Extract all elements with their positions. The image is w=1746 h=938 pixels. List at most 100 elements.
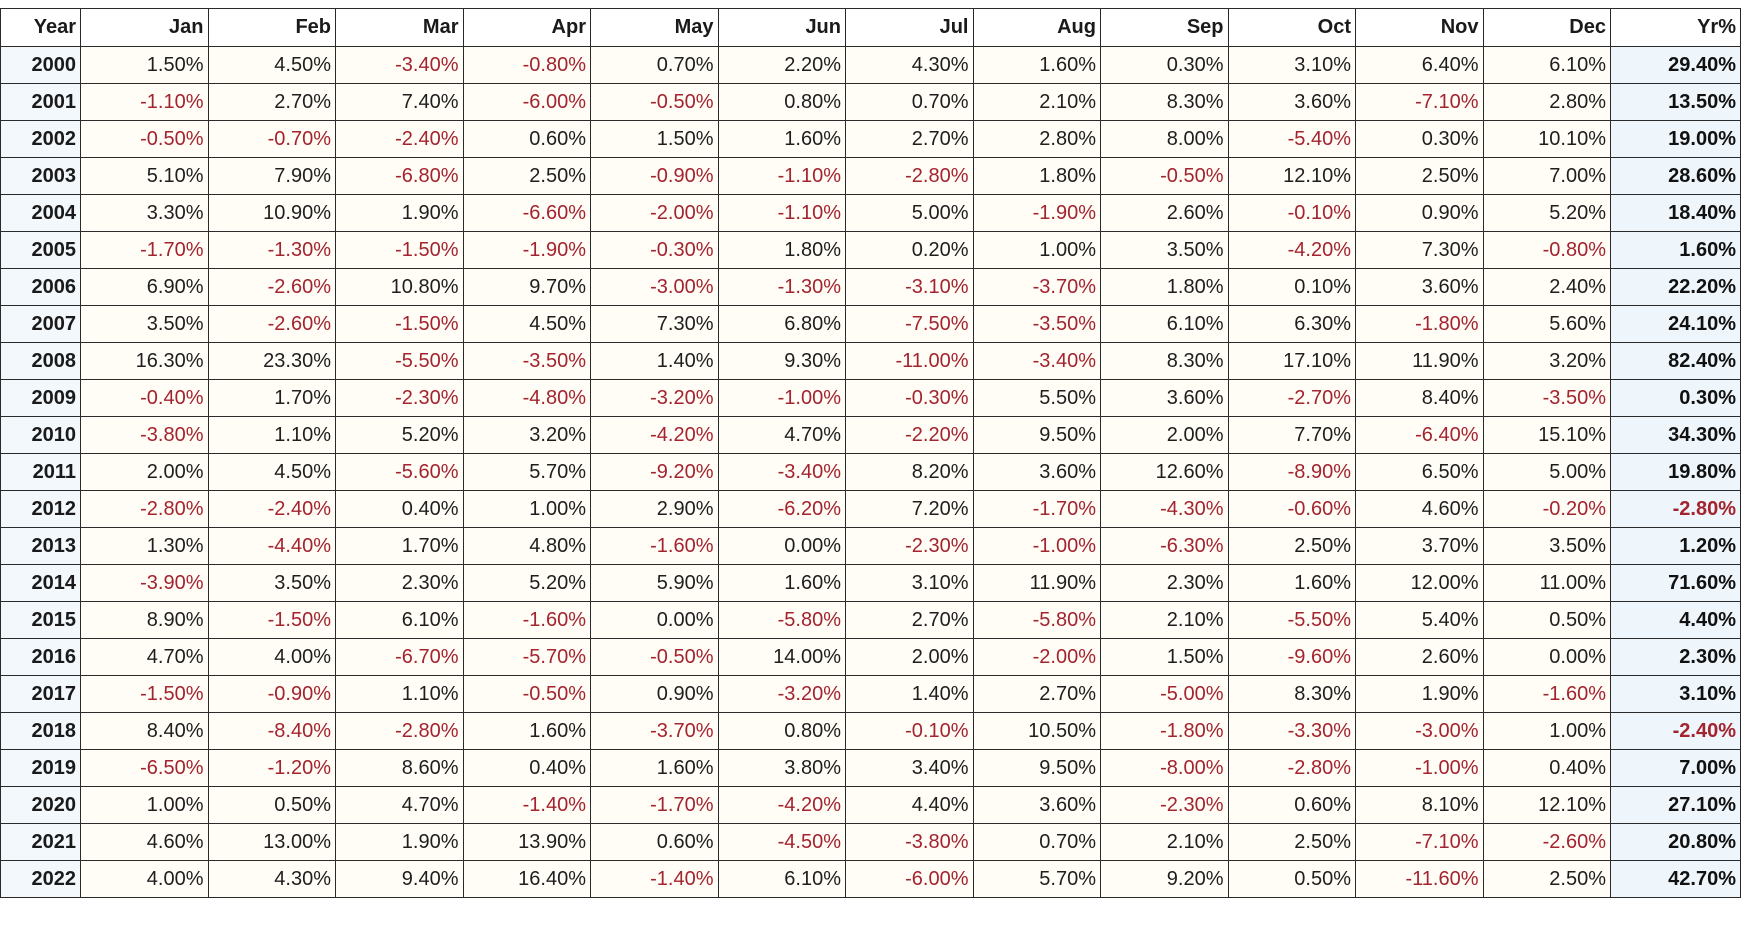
monthly-return-cell: 2.00%	[1100, 416, 1229, 454]
monthly-return-cell: 12.10%	[1227, 157, 1356, 195]
monthly-return-cell: -3.20%	[590, 379, 719, 417]
monthly-return-cell: -7.50%	[845, 305, 974, 343]
year-cell: 2015	[0, 601, 81, 639]
monthly-return-cell: 0.50%	[1227, 860, 1356, 898]
monthly-return-cell: 1.90%	[335, 194, 464, 232]
monthly-return-cell: 1.50%	[1100, 638, 1229, 676]
year-cell: 2017	[0, 675, 81, 713]
monthly-return-cell: 8.30%	[1100, 83, 1229, 121]
header-feb: Feb	[207, 8, 336, 47]
year-cell: 2004	[0, 194, 81, 232]
monthly-return-cell: -4.30%	[1100, 490, 1229, 528]
monthly-return-cell: 0.80%	[717, 83, 846, 121]
monthly-return-cell: 0.30%	[1355, 120, 1484, 158]
monthly-return-cell: 2.40%	[1482, 268, 1611, 306]
monthly-return-cell: 4.60%	[1355, 490, 1484, 528]
monthly-return-cell: -1.70%	[590, 786, 719, 824]
monthly-return-cell: -3.90%	[80, 564, 209, 602]
monthly-return-cell: 6.50%	[1355, 453, 1484, 491]
yearly-total-cell: 20.80%	[1610, 823, 1741, 861]
monthly-return-cell: 3.20%	[1482, 342, 1611, 380]
monthly-return-cell: 2.10%	[972, 83, 1101, 121]
yearly-total-cell: 4.40%	[1610, 601, 1741, 639]
monthly-return-cell: 2.70%	[845, 601, 974, 639]
monthly-return-cell: 4.70%	[335, 786, 464, 824]
table-row: 2009 -0.40% 1.70% -2.30% -4.80% -3.20% -1.00% -…	[0, 379, 1741, 417]
monthly-return-cell: -9.20%	[590, 453, 719, 491]
monthly-return-cell: 0.40%	[462, 749, 591, 787]
monthly-return-cell: 12.10%	[1482, 786, 1611, 824]
monthly-return-cell: 0.70%	[972, 823, 1101, 861]
header-aug: Aug	[972, 8, 1101, 47]
monthly-return-cell: -3.70%	[972, 268, 1101, 306]
monthly-return-cell: 3.80%	[717, 749, 846, 787]
monthly-return-cell: 1.10%	[207, 416, 336, 454]
monthly-return-cell: 11.90%	[1355, 342, 1484, 380]
monthly-return-cell: -2.30%	[335, 379, 464, 417]
header-may: May	[590, 8, 719, 47]
monthly-return-cell: 8.20%	[845, 453, 974, 491]
monthly-return-cell: 9.20%	[1100, 860, 1229, 898]
monthly-return-cell: 23.30%	[207, 342, 336, 380]
table-row: 2015 8.90% -1.50% 6.10% -1.60% 0.00% -5.80% 2.7…	[0, 601, 1741, 639]
table-header: Year Jan Feb Mar Apr May Jun Jul Aug Sep…	[0, 8, 1741, 47]
monthly-return-cell: -0.70%	[207, 120, 336, 158]
header-yearly-total: Yr%	[1610, 8, 1741, 47]
monthly-return-cell: -1.50%	[207, 601, 336, 639]
monthly-return-cell: 8.40%	[80, 712, 209, 750]
monthly-return-cell: 3.10%	[1227, 46, 1356, 84]
monthly-return-cell: 1.50%	[80, 46, 209, 84]
monthly-return-cell: 2.80%	[1482, 83, 1611, 121]
table-row: 2007 3.50% -2.60% -1.50% 4.50% 7.30% 6.80% -7.5…	[0, 305, 1741, 343]
yearly-total-cell: 2.30%	[1610, 638, 1741, 676]
monthly-return-cell: -6.20%	[717, 490, 846, 528]
monthly-return-cell: -3.30%	[1227, 712, 1356, 750]
monthly-return-cell: -8.40%	[207, 712, 336, 750]
year-cell: 2000	[0, 46, 81, 84]
monthly-return-cell: -3.70%	[590, 712, 719, 750]
year-cell: 2016	[0, 638, 81, 676]
monthly-return-cell: 1.40%	[590, 342, 719, 380]
monthly-return-cell: -4.20%	[1227, 231, 1356, 269]
table-row: 2005 -1.70% -1.30% -1.50% -1.90% -0.30% 1.80% 0…	[0, 231, 1741, 269]
monthly-return-cell: -1.60%	[462, 601, 591, 639]
monthly-return-cell: -0.50%	[80, 120, 209, 158]
monthly-return-cell: 0.20%	[845, 231, 974, 269]
year-cell: 2021	[0, 823, 81, 861]
monthly-return-cell: -2.00%	[590, 194, 719, 232]
monthly-return-cell: -3.50%	[1482, 379, 1611, 417]
monthly-return-cell: 0.40%	[335, 490, 464, 528]
monthly-return-cell: -0.40%	[80, 379, 209, 417]
monthly-return-cell: 4.70%	[80, 638, 209, 676]
monthly-return-cell: 0.60%	[462, 120, 591, 158]
monthly-return-cell: -5.40%	[1227, 120, 1356, 158]
monthly-return-cell: 1.30%	[80, 527, 209, 565]
monthly-return-cell: 0.50%	[1482, 601, 1611, 639]
monthly-return-cell: 1.60%	[972, 46, 1101, 84]
monthly-return-cell: 5.20%	[462, 564, 591, 602]
monthly-return-cell: 1.00%	[462, 490, 591, 528]
monthly-return-cell: 0.00%	[590, 601, 719, 639]
header-mar: Mar	[335, 8, 464, 47]
table-row: 2000 1.50% 4.50% -3.40% -0.80% 0.70% 2.20% 4.30…	[0, 46, 1741, 84]
monthly-return-cell: -6.60%	[462, 194, 591, 232]
table-row: 2022 4.00% 4.30% 9.40% 16.40% -1.40% 6.10% -6.0…	[0, 860, 1741, 898]
monthly-return-cell: 8.30%	[1100, 342, 1229, 380]
yearly-total-cell: 18.40%	[1610, 194, 1741, 232]
monthly-return-cell: 1.60%	[717, 120, 846, 158]
monthly-return-cell: -2.80%	[845, 157, 974, 195]
monthly-return-cell: 15.10%	[1482, 416, 1611, 454]
monthly-return-cell: 3.50%	[207, 564, 336, 602]
monthly-return-cell: -2.70%	[1227, 379, 1356, 417]
monthly-return-cell: 2.10%	[1100, 823, 1229, 861]
monthly-return-cell: 1.80%	[1100, 268, 1229, 306]
monthly-return-cell: 8.60%	[335, 749, 464, 787]
monthly-return-cell: -3.40%	[972, 342, 1101, 380]
monthly-return-cell: 2.50%	[1355, 157, 1484, 195]
year-cell: 2003	[0, 157, 81, 195]
monthly-return-cell: -0.80%	[1482, 231, 1611, 269]
table-row: 2001 -1.10% 2.70% 7.40% -6.00% -0.50% 0.80% 0.7…	[0, 83, 1741, 121]
monthly-return-cell: -1.80%	[1355, 305, 1484, 343]
yearly-total-cell: 0.30%	[1610, 379, 1741, 417]
monthly-return-cell: 1.00%	[80, 786, 209, 824]
